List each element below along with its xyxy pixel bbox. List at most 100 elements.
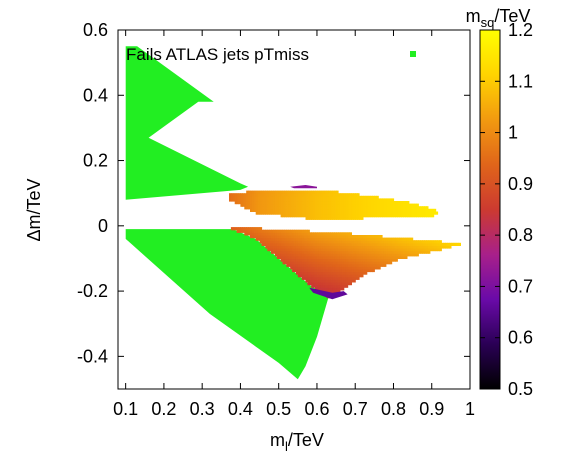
heatmap-cell: [362, 237, 366, 241]
heatmap-cell: [412, 242, 416, 246]
heatmap-cell: [341, 250, 345, 254]
heatmap-cell: [338, 193, 341, 197]
heatmap-cell: [294, 258, 297, 262]
heatmap-cell: [326, 201, 329, 205]
heatmap-cell: [238, 227, 241, 231]
heatmap-cell: [286, 195, 289, 199]
heatmap-cell: [339, 203, 343, 207]
heatmap-cell: [345, 201, 349, 205]
heatmap-cell: [324, 250, 328, 254]
heatmap-cell: [263, 211, 266, 215]
heatmap-cell: [405, 211, 408, 215]
heatmap-cell: [341, 235, 345, 239]
heatmap-cell: [303, 206, 307, 210]
heatmap-cell: [334, 206, 337, 210]
heatmap-cell: [339, 240, 343, 244]
heatmap-cell: [330, 282, 333, 286]
heatmap-cell: [332, 289, 335, 293]
heatmap-cell: [248, 203, 251, 207]
heatmap-cell: [309, 274, 312, 278]
heatmap-cell: [269, 235, 272, 239]
heatmap-cell: [341, 274, 345, 278]
heatmap-cell: [253, 206, 257, 210]
heatmap-cell: [278, 198, 282, 202]
heatmap-cell: [378, 248, 381, 252]
heatmap-cell: [370, 235, 373, 239]
heatmap-cell: [424, 250, 427, 254]
heatmap-cell: [301, 255, 305, 259]
heatmap-cell: [244, 229, 247, 233]
heatmap-cell: [294, 229, 297, 233]
heatmap-cell: [334, 253, 337, 257]
heatmap-cell: [307, 271, 310, 275]
heatmap-cell: [315, 253, 318, 257]
heatmap-cell: [324, 261, 328, 265]
heatmap-cell: [317, 206, 320, 210]
heatmap-cell: [361, 266, 364, 270]
heatmap-cell: [366, 201, 370, 205]
heatmap-cell: [318, 216, 322, 220]
heatmap-cell: [255, 227, 259, 231]
heatmap-cell: [406, 253, 410, 257]
heatmap-cell: [397, 242, 400, 246]
heatmap-cell: [307, 276, 310, 280]
heatmap-cell: [299, 190, 303, 194]
heatmap-cell: [343, 274, 347, 278]
heatmap-cell: [315, 208, 318, 212]
heatmap-cell: [294, 208, 297, 212]
heatmap-cell: [232, 198, 236, 202]
heatmap-cell: [317, 261, 320, 265]
heatmap-cell: [422, 206, 425, 210]
heatmap-cell: [318, 253, 322, 257]
heatmap-cell: [387, 261, 391, 265]
heatmap-cell: [353, 211, 356, 215]
heatmap-cell: [376, 250, 379, 254]
heatmap-cell: [366, 198, 370, 202]
heatmap-cell: [391, 253, 395, 257]
heatmap-cell: [401, 248, 404, 252]
heatmap-cell: [267, 190, 270, 194]
heatmap-cell: [330, 216, 333, 220]
heatmap-cell: [347, 253, 351, 257]
heatmap-cell: [372, 201, 375, 205]
heatmap-cell: [307, 237, 310, 241]
heatmap-cell: [332, 248, 335, 252]
heatmap-cell: [305, 250, 308, 254]
heatmap-cell: [317, 266, 320, 270]
heatmap-cell: [320, 214, 324, 218]
heatmap-cell: [229, 193, 232, 197]
heatmap-cell: [297, 258, 301, 262]
heatmap-cell: [362, 250, 366, 254]
heatmap-cell: [332, 214, 335, 218]
heatmap-cell: [263, 240, 266, 244]
heatmap-cell: [362, 214, 366, 218]
heatmap-cell: [368, 214, 372, 218]
heatmap-cell: [380, 211, 383, 215]
heatmap-cell: [290, 250, 293, 254]
heatmap-cell: [284, 242, 287, 246]
heatmap-cell: [324, 282, 328, 286]
heatmap-cell: [341, 203, 345, 207]
heatmap-cell: [274, 208, 278, 212]
heatmap-cell: [416, 214, 419, 218]
heatmap-cell: [303, 255, 307, 259]
heatmap-cell: [403, 242, 406, 246]
heatmap-cell: [324, 245, 328, 249]
heatmap-cell: [297, 240, 301, 244]
heatmap-cell: [318, 193, 322, 197]
heatmap-cell: [299, 261, 303, 265]
heatmap-cell: [274, 198, 278, 202]
heatmap-cell: [234, 195, 238, 199]
heatmap-cell: [326, 235, 329, 239]
heatmap-cell: [374, 237, 377, 241]
heatmap-cell: [284, 193, 287, 197]
heatmap-cell: [355, 250, 358, 254]
heatmap-cell: [324, 195, 328, 199]
heatmap-cell: [362, 198, 366, 202]
heatmap-cell: [366, 268, 370, 273]
heatmap-cell: [332, 201, 335, 205]
heatmap-cell: [294, 206, 297, 210]
heatmap-cell: [305, 232, 308, 236]
heatmap-cell: [385, 198, 389, 202]
heatmap-cell: [267, 211, 270, 215]
